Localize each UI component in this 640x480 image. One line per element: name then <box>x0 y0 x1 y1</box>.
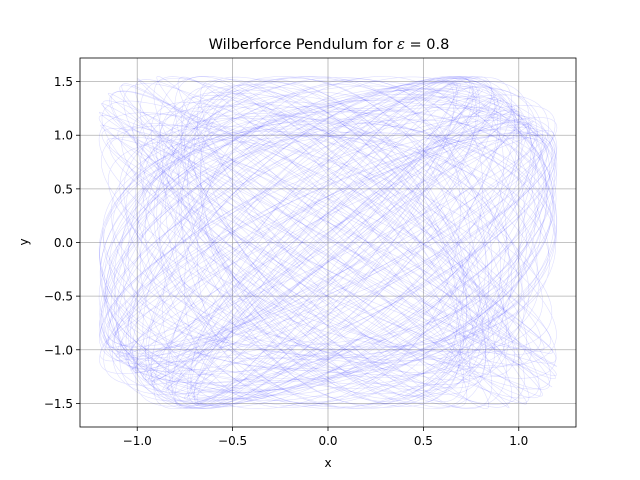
trajectory-segment-1 <box>98 76 557 409</box>
x-tick-label: −1.0 <box>123 434 152 448</box>
y-tick-label: 1.5 <box>54 75 73 89</box>
y-ticks: −1.5 −1.0 −0.5 0.0 0.5 1.0 1.5 <box>44 75 80 411</box>
grid-lines <box>80 58 576 427</box>
y-tick-label: −0.5 <box>44 290 73 304</box>
y-tick-label: −1.0 <box>44 343 73 357</box>
y-tick-label: 0.5 <box>54 182 73 196</box>
trajectory-segment-5 <box>98 76 557 409</box>
x-tick-label: 0.5 <box>414 434 433 448</box>
chart-title-value: = 0.8 <box>405 37 449 53</box>
x-ticks: −1.0 −0.5 0.0 0.5 1.0 <box>123 427 528 448</box>
x-tick-label: 0.0 <box>318 434 337 448</box>
trajectory-segment-9 <box>342 274 442 329</box>
trajectory-segment-2 <box>99 76 558 409</box>
trajectory-segment-6 <box>99 76 558 409</box>
y-tick-label: −1.5 <box>44 397 73 411</box>
chart-title: Wilberforce Pendulum for ε = 0.8 <box>209 37 450 53</box>
y-axis-label: y <box>17 238 31 245</box>
x-tick-label: 1.0 <box>509 434 528 448</box>
trajectory-segment-0 <box>98 76 558 409</box>
trajectory-segment-8 <box>98 76 558 409</box>
trajectory-segment-4 <box>98 76 557 409</box>
trajectory-segment-7 <box>99 76 557 409</box>
x-axis-label: x <box>324 456 331 470</box>
y-tick-label: 0.0 <box>54 236 73 250</box>
chart-title-text: Wilberforce Pendulum for <box>209 37 398 53</box>
chart-title-epsilon: ε <box>397 37 405 53</box>
trajectory-segment-3 <box>99 76 558 409</box>
trajectory-layer <box>98 76 558 409</box>
x-tick-label: −0.5 <box>218 434 247 448</box>
y-tick-label: 1.0 <box>54 129 73 143</box>
